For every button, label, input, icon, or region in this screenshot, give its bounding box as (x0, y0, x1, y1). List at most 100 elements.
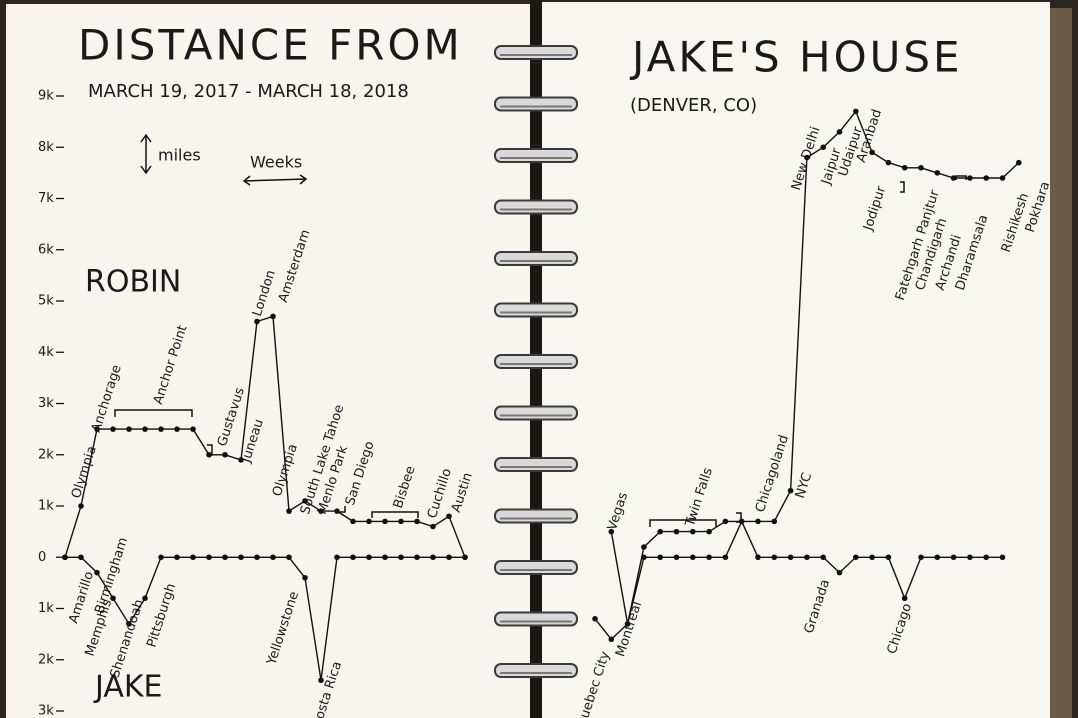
ring (494, 405, 578, 421)
brackets (114, 175, 967, 527)
data-point (254, 318, 260, 325)
data-point (446, 554, 452, 561)
data-point (722, 554, 729, 561)
data-point (722, 518, 729, 525)
data-point (206, 554, 212, 561)
ring (494, 96, 578, 112)
left-page (6, 4, 536, 718)
data-point (804, 154, 810, 161)
data-point (382, 518, 388, 525)
data-point (673, 528, 680, 535)
data-point (238, 457, 244, 463)
data-point (787, 487, 794, 494)
data-point (999, 554, 1006, 561)
x-axis-label: Weeks (250, 153, 302, 172)
data-point (142, 426, 148, 432)
data-point (771, 554, 778, 561)
data-point (110, 595, 116, 602)
data-point (950, 554, 957, 561)
data-point (318, 508, 324, 514)
data-point (334, 554, 340, 561)
data-point (110, 426, 116, 432)
data-point (983, 554, 989, 561)
y-tick-label: 7k (38, 191, 54, 206)
subtitle: MARCH 19, 2017 - MARCH 18, 2018 (88, 81, 409, 102)
data-point (222, 554, 228, 561)
location: (DENVER, CO) (630, 95, 757, 116)
y-tick-label: 0 (38, 550, 46, 565)
right-page (540, 2, 1050, 718)
data-point (918, 164, 924, 171)
data-point (755, 554, 761, 561)
data-point (901, 164, 908, 171)
data-point (608, 636, 615, 643)
data-point (78, 554, 84, 561)
ring (494, 251, 578, 266)
data-point (804, 554, 810, 561)
y-tick-label: 8k (38, 140, 54, 155)
data-point (302, 574, 308, 581)
data-point (820, 144, 826, 151)
ring (494, 508, 578, 524)
y-tick-label: 2k (38, 652, 54, 667)
y-tick-label: 3k (38, 704, 54, 718)
data-point (174, 426, 180, 432)
data-point (398, 554, 404, 561)
data-point (608, 528, 615, 535)
data-point (706, 528, 712, 535)
data-point (206, 451, 212, 458)
data-point (366, 518, 372, 525)
data-point (918, 554, 924, 561)
data-point (350, 554, 356, 561)
y-tick-label: 9k (38, 89, 54, 104)
data-point (462, 554, 468, 561)
data-point (934, 170, 941, 176)
data-point (983, 175, 989, 181)
data-point (382, 554, 388, 561)
data-point (270, 313, 276, 320)
data-point (657, 554, 663, 561)
data-point (690, 528, 696, 535)
miles-arrow-heads (140, 133, 152, 175)
data-point (430, 523, 436, 530)
data-point (771, 518, 778, 525)
ring (494, 457, 578, 472)
data-point (885, 159, 892, 166)
series-label: JAKE (93, 670, 162, 705)
title-left: DISTANCE FROM (78, 21, 463, 70)
data-point (302, 498, 308, 504)
data-point (158, 426, 164, 432)
data-point (934, 554, 941, 561)
data-point (334, 508, 340, 514)
data-point (901, 595, 908, 602)
ring (494, 560, 578, 575)
ring (494, 611, 578, 627)
data-point (853, 554, 859, 561)
data-point (836, 569, 843, 576)
weeks-arrow (242, 174, 308, 186)
ring (494, 148, 578, 163)
data-point (414, 554, 420, 561)
data-point (94, 426, 100, 432)
data-point (238, 554, 244, 561)
data-point (190, 426, 196, 432)
data-point (869, 554, 875, 561)
data-point (820, 554, 826, 561)
data-point (950, 175, 957, 181)
y-tick-label: 5k (38, 294, 54, 309)
data-point (836, 129, 843, 135)
data-point (350, 518, 356, 525)
ring (494, 199, 578, 215)
data-point (885, 554, 892, 561)
data-point (430, 554, 436, 561)
data-point (657, 528, 663, 535)
ring (494, 663, 578, 678)
data-point (366, 554, 372, 561)
data-point (673, 554, 680, 561)
data-point (142, 595, 148, 602)
y-tick-label: 2k (38, 447, 54, 462)
data-point (254, 554, 260, 561)
data-point (190, 554, 196, 561)
data-point (446, 513, 452, 520)
